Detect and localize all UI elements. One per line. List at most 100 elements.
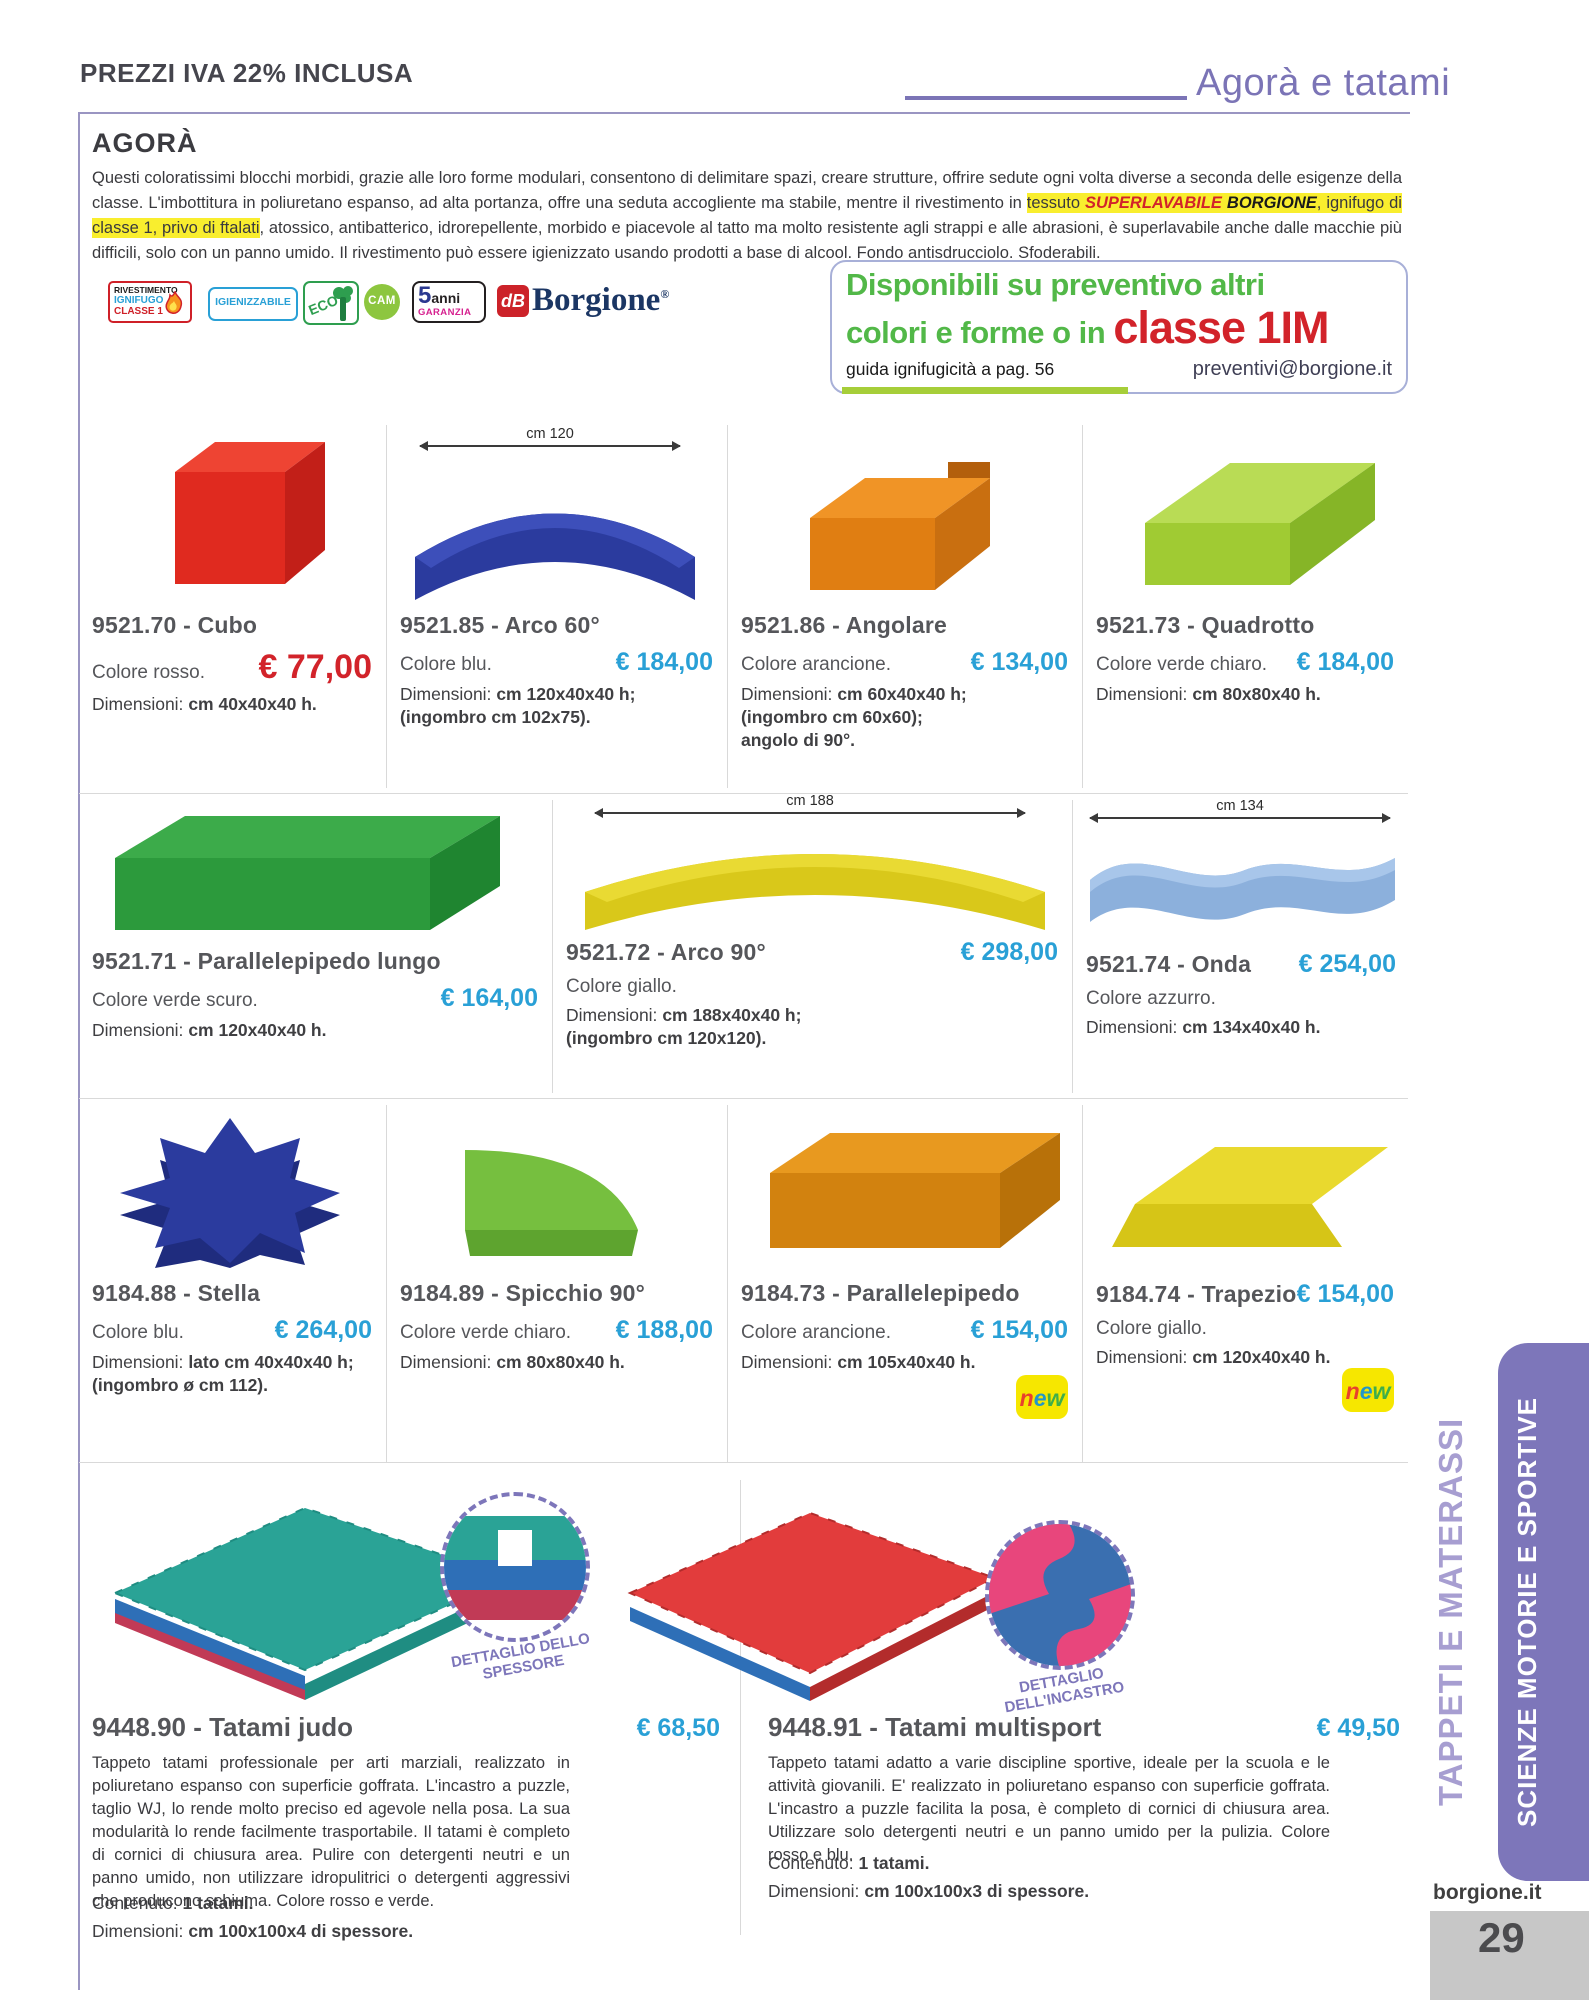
product-dimensions: (ingombro cm 102x75). [400,707,591,727]
logo-brand: Borgione® [532,282,670,318]
divider [1072,800,1073,1093]
quadrotto-image [1145,463,1375,585]
product-description: Tappeto tatami professionale per arti ma… [92,1754,570,1910]
product-dimensions: Dimensioni: cm 80x80x40 h. [1096,684,1321,704]
product-title: 9184.88 - Stella [92,1280,261,1306]
divider [552,800,553,1093]
product-title: 9184.89 - Spicchio 90° [400,1280,646,1306]
dim-arrow-label: cm 120 [526,426,574,442]
product-price: € 164,00 [440,984,538,1012]
arco60-image [415,513,695,600]
tatami-title-row: 9448.91 - Tatami multisport € 49,50 [768,1712,1400,1743]
cubo-image [175,442,325,584]
product-title: 9521.71 - Parallelepipedo lungo [92,948,441,974]
product-dimensions: Dimensioni: cm 60x40x40 h; [741,684,967,704]
onda-dim-arrow: cm 134 [1089,798,1391,823]
page-title: AGORÀ [92,128,198,158]
promo-green-bar [842,387,1128,394]
product-title: 9184.73 - Parallelepipedo [741,1280,1020,1306]
product-title: 9448.91 - Tatami multisport [768,1712,1102,1742]
tatami-title-row: 9448.90 - Tatami judo € 68,50 [92,1712,720,1743]
product-price: € 184,00 [1296,648,1394,676]
product-card: 9184.73 - Parallelepipedo Colore arancio… [741,1280,1068,1419]
divider [79,793,1408,794]
product-card: 9184.88 - Stella Colore blu. € 264,00 Dim… [92,1280,372,1396]
hl-superlavabile: SUPERLAVABILE [1085,194,1222,212]
divider [386,425,387,788]
product-dimensions: Dimensioni: cm 120x40x40 h. [92,1020,327,1040]
product-dimensions: Dimensioni: cm 100x100x3 di spessore. [768,1881,1090,1901]
tatami-multisport-image [627,1511,998,1701]
tatami-judo-image [112,1506,513,1700]
product-price: € 254,00 [1298,950,1396,978]
parallelepipedo-lungo-image [115,816,500,930]
promo-line1: Disponibili su preventivo altri [846,267,1265,302]
product-price: € 134,00 [970,648,1068,676]
badge-line-classe1: CLASSE 1 [114,306,163,317]
sidebar-category-band [1498,1343,1589,1881]
product-title: 9184.74 - Trapezio [1096,1281,1297,1307]
promo-box: Disponibili su preventivo altri colori e… [830,260,1408,394]
hl-plain: tessuto [1026,194,1085,212]
hl-rest: , ignifugo di classe 1, privo di ftalati [92,194,1402,237]
new-badge: new [1342,1368,1394,1412]
badge-cam: CAM [364,284,400,320]
product-description: Tappeto tatami adatto a varie discipline… [768,1754,1330,1864]
product-color: Colore verde chiaro. [400,1322,572,1343]
product-price: € 68,50 [636,1714,720,1742]
product-price: € 264,00 [274,1316,372,1344]
badge-garanzia: 5anni GARANZIA [412,281,486,323]
sidebar-label-tappeti: TAPPETI E MATERASSI [1432,1417,1469,1807]
product-price: € 154,00 [970,1316,1068,1344]
divider [1082,1105,1083,1462]
angolare-image [810,462,990,590]
badge-rivestimento-ignifugo: RIVESTIMENTO IGNIFUGO CLASSE 1 [108,281,192,323]
product-dimensions: angolo di 90°. [741,730,855,750]
product-card: 9184.89 - Spicchio 90° Colore verde chia… [400,1280,713,1373]
product-dimensions: (ingombro cm 60x60); [741,707,923,727]
page-number-box [1430,1911,1589,2000]
product-dimensions: Dimensioni: cm 100x100x4 di spessore. [92,1921,414,1941]
product-title: 9521.85 - Arco 60° [400,612,600,638]
logo-registered: ® [660,287,670,301]
product-color: Colore azzurro. [1086,988,1216,1009]
dim-arrow-label: cm 188 [786,793,834,809]
product-card: 9521.85 - Arco 60° Colore blu. € 184,00 D… [400,612,713,728]
product-title: 9521.74 - Onda [1086,951,1252,977]
product-title: 9521.73 - Quadrotto [1096,612,1315,638]
product-card: 9521.73 - Quadrotto Colore verde chiaro.… [1096,612,1394,705]
badge-line-ignifugo: IGNIFUGO [114,295,164,306]
product-card: 9521.71 - Parallelepipedo lungo Colore v… [92,948,538,1041]
product-color: Colore giallo. [566,976,677,997]
section-title: Agorà e tatami [1196,62,1451,104]
product-title: 9521.70 - Cubo [92,612,258,638]
promo-line2-red: classe 1IM [1113,302,1329,353]
badge-igienizzabile: IGIENIZZABILE [208,287,298,321]
badge-eco: ECO [303,281,359,325]
site-link[interactable]: borgione.it [1433,1881,1542,1904]
product-dimensions: (ingombro ø cm 112). [92,1375,268,1395]
tax-note: PREZZI IVA 22% INCLUSA [80,58,414,88]
promo-line2: colori e forme o in classe 1IM [846,302,1392,354]
header-rule [905,96,1187,100]
divider [740,1480,741,1935]
product-color: Colore giallo. [1096,1318,1207,1339]
product-dimensions: Dimensioni: cm 105x40x40 h. [741,1352,976,1372]
flame-icon [165,291,183,314]
product-content: Contenuto: 1 tatami. [92,1893,254,1913]
product-color: Colore rosso. [92,662,205,683]
badge-line-rivestimento: RIVESTIMENTO [114,285,178,295]
new-badge: new [1016,1375,1068,1419]
divider [727,425,728,788]
logo-db-icon: dB [497,284,529,317]
product-price: € 184,00 [615,648,713,676]
product-color: Colore verde chiaro. [1096,654,1268,675]
product-title: 9521.72 - Arco 90° [566,939,766,965]
product-dimensions: Dimensioni: cm 134x40x40 h. [1086,1017,1321,1037]
product-price: € 77,00 [258,648,372,686]
promo-email-link[interactable]: preventivi@borgione.it [1192,358,1392,380]
product-color: Colore arancione. [741,1322,891,1343]
product-content: Contenuto: 1 tatami. [768,1853,930,1873]
garanzia-label: GARANZIA [418,307,472,318]
